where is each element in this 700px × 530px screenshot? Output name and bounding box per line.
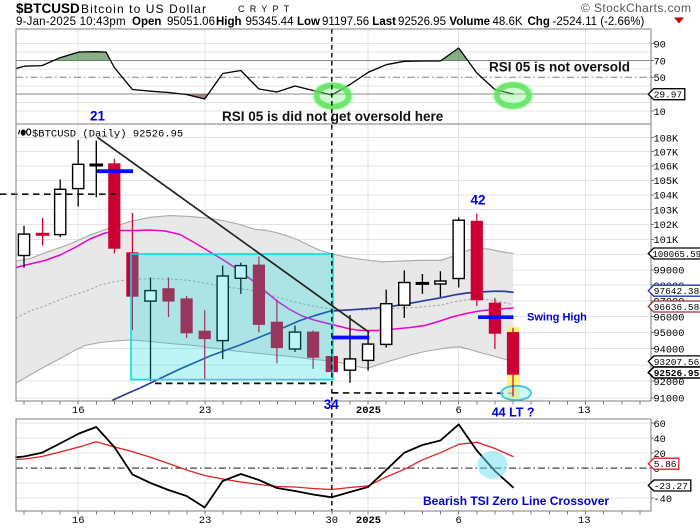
svg-text:108K: 108K: [654, 133, 680, 145]
svg-text:90: 90: [654, 39, 666, 51]
svg-text:92000: 92000: [654, 377, 685, 389]
svg-text:13: 13: [578, 405, 591, 417]
svg-text:105K: 105K: [654, 176, 680, 188]
svg-text:91197.56: 91197.56: [322, 16, 369, 28]
svg-text:40: 40: [654, 434, 666, 446]
svg-text:Last: Last: [372, 16, 396, 28]
svg-text:23: 23: [199, 405, 212, 417]
svg-text:60: 60: [654, 419, 666, 431]
svg-text:2025: 2025: [356, 515, 381, 527]
svg-text:29.97: 29.97: [654, 90, 683, 101]
svg-text:RSI 05 is not oversold: RSI 05 is not oversold: [489, 60, 630, 75]
svg-text:-2524.11 (-2.66%): -2524.11 (-2.66%): [553, 16, 645, 28]
svg-text:Swing High: Swing High: [527, 312, 587, 324]
svg-text:103K: 103K: [654, 205, 680, 217]
svg-text:Chg: Chg: [528, 16, 550, 28]
svg-text:$BTCUSD: $BTCUSD: [16, 1, 80, 16]
svg-text:99000: 99000: [654, 266, 685, 278]
svg-text:Bitcoin to US Dollar: Bitcoin to US Dollar: [81, 2, 207, 16]
svg-text:102K: 102K: [654, 220, 680, 232]
svg-text:50: 50: [654, 73, 666, 85]
svg-text:70: 70: [654, 56, 666, 68]
svg-text:107K: 107K: [654, 147, 680, 159]
svg-text:92526.95: 92526.95: [398, 16, 446, 28]
svg-text:6: 6: [456, 515, 462, 527]
svg-text:High: High: [216, 16, 242, 28]
svg-text:© StockCharts.com: © StockCharts.com: [581, 1, 691, 15]
svg-text:48.6K: 48.6K: [493, 16, 523, 28]
svg-text:104K: 104K: [654, 191, 680, 203]
svg-text:21: 21: [90, 109, 106, 124]
svg-text:96000: 96000: [654, 312, 685, 324]
svg-text:$BTCUSD (Daily) 92526.95: $BTCUSD (Daily) 92526.95: [32, 128, 183, 140]
svg-text:2025: 2025: [356, 405, 381, 417]
svg-text:101K: 101K: [654, 235, 680, 247]
svg-text:16: 16: [72, 515, 85, 527]
svg-text:9-Jan-2025 10:43pm: 9-Jan-2025 10:43pm: [16, 16, 126, 28]
svg-text:34: 34: [324, 397, 340, 412]
svg-text:95051.06: 95051.06: [167, 16, 215, 28]
svg-text:30: 30: [325, 515, 338, 527]
svg-text:5.86: 5.86: [654, 459, 677, 470]
svg-text:Volume: Volume: [449, 16, 490, 28]
svg-text:42: 42: [470, 193, 485, 208]
svg-text:-40: -40: [654, 494, 673, 506]
svg-text:CRYPT: CRYPT: [238, 4, 294, 14]
svg-text:0: 0: [654, 464, 660, 476]
svg-text:92526.95: 92526.95: [654, 368, 700, 379]
svg-text:Bearish TSI Zero Line Crossove: Bearish TSI Zero Line Crossover: [423, 494, 609, 508]
svg-text:6: 6: [456, 405, 462, 417]
svg-text:94000: 94000: [654, 344, 685, 356]
svg-text:97642.38: 97642.38: [654, 286, 700, 297]
svg-text:10: 10: [654, 107, 666, 119]
svg-text:23: 23: [199, 515, 212, 527]
svg-text:95000: 95000: [654, 328, 685, 340]
svg-text:16: 16: [72, 405, 85, 417]
svg-text:93207.56: 93207.56: [654, 357, 700, 368]
svg-text:96636.58: 96636.58: [654, 302, 700, 313]
svg-text:91000: 91000: [654, 394, 685, 406]
svg-text:RSI 05 is did not get oversold: RSI 05 is did not get oversold here: [222, 109, 444, 124]
svg-text:Open: Open: [132, 16, 161, 28]
svg-text:13: 13: [578, 515, 591, 527]
svg-text:106K: 106K: [654, 162, 680, 174]
svg-text:-23.27: -23.27: [654, 481, 688, 492]
svg-text:100065.59: 100065.59: [653, 250, 700, 260]
svg-text:44 LT ?: 44 LT ?: [492, 406, 535, 420]
svg-text:95345.44: 95345.44: [246, 16, 295, 28]
svg-text:Low: Low: [297, 16, 320, 28]
